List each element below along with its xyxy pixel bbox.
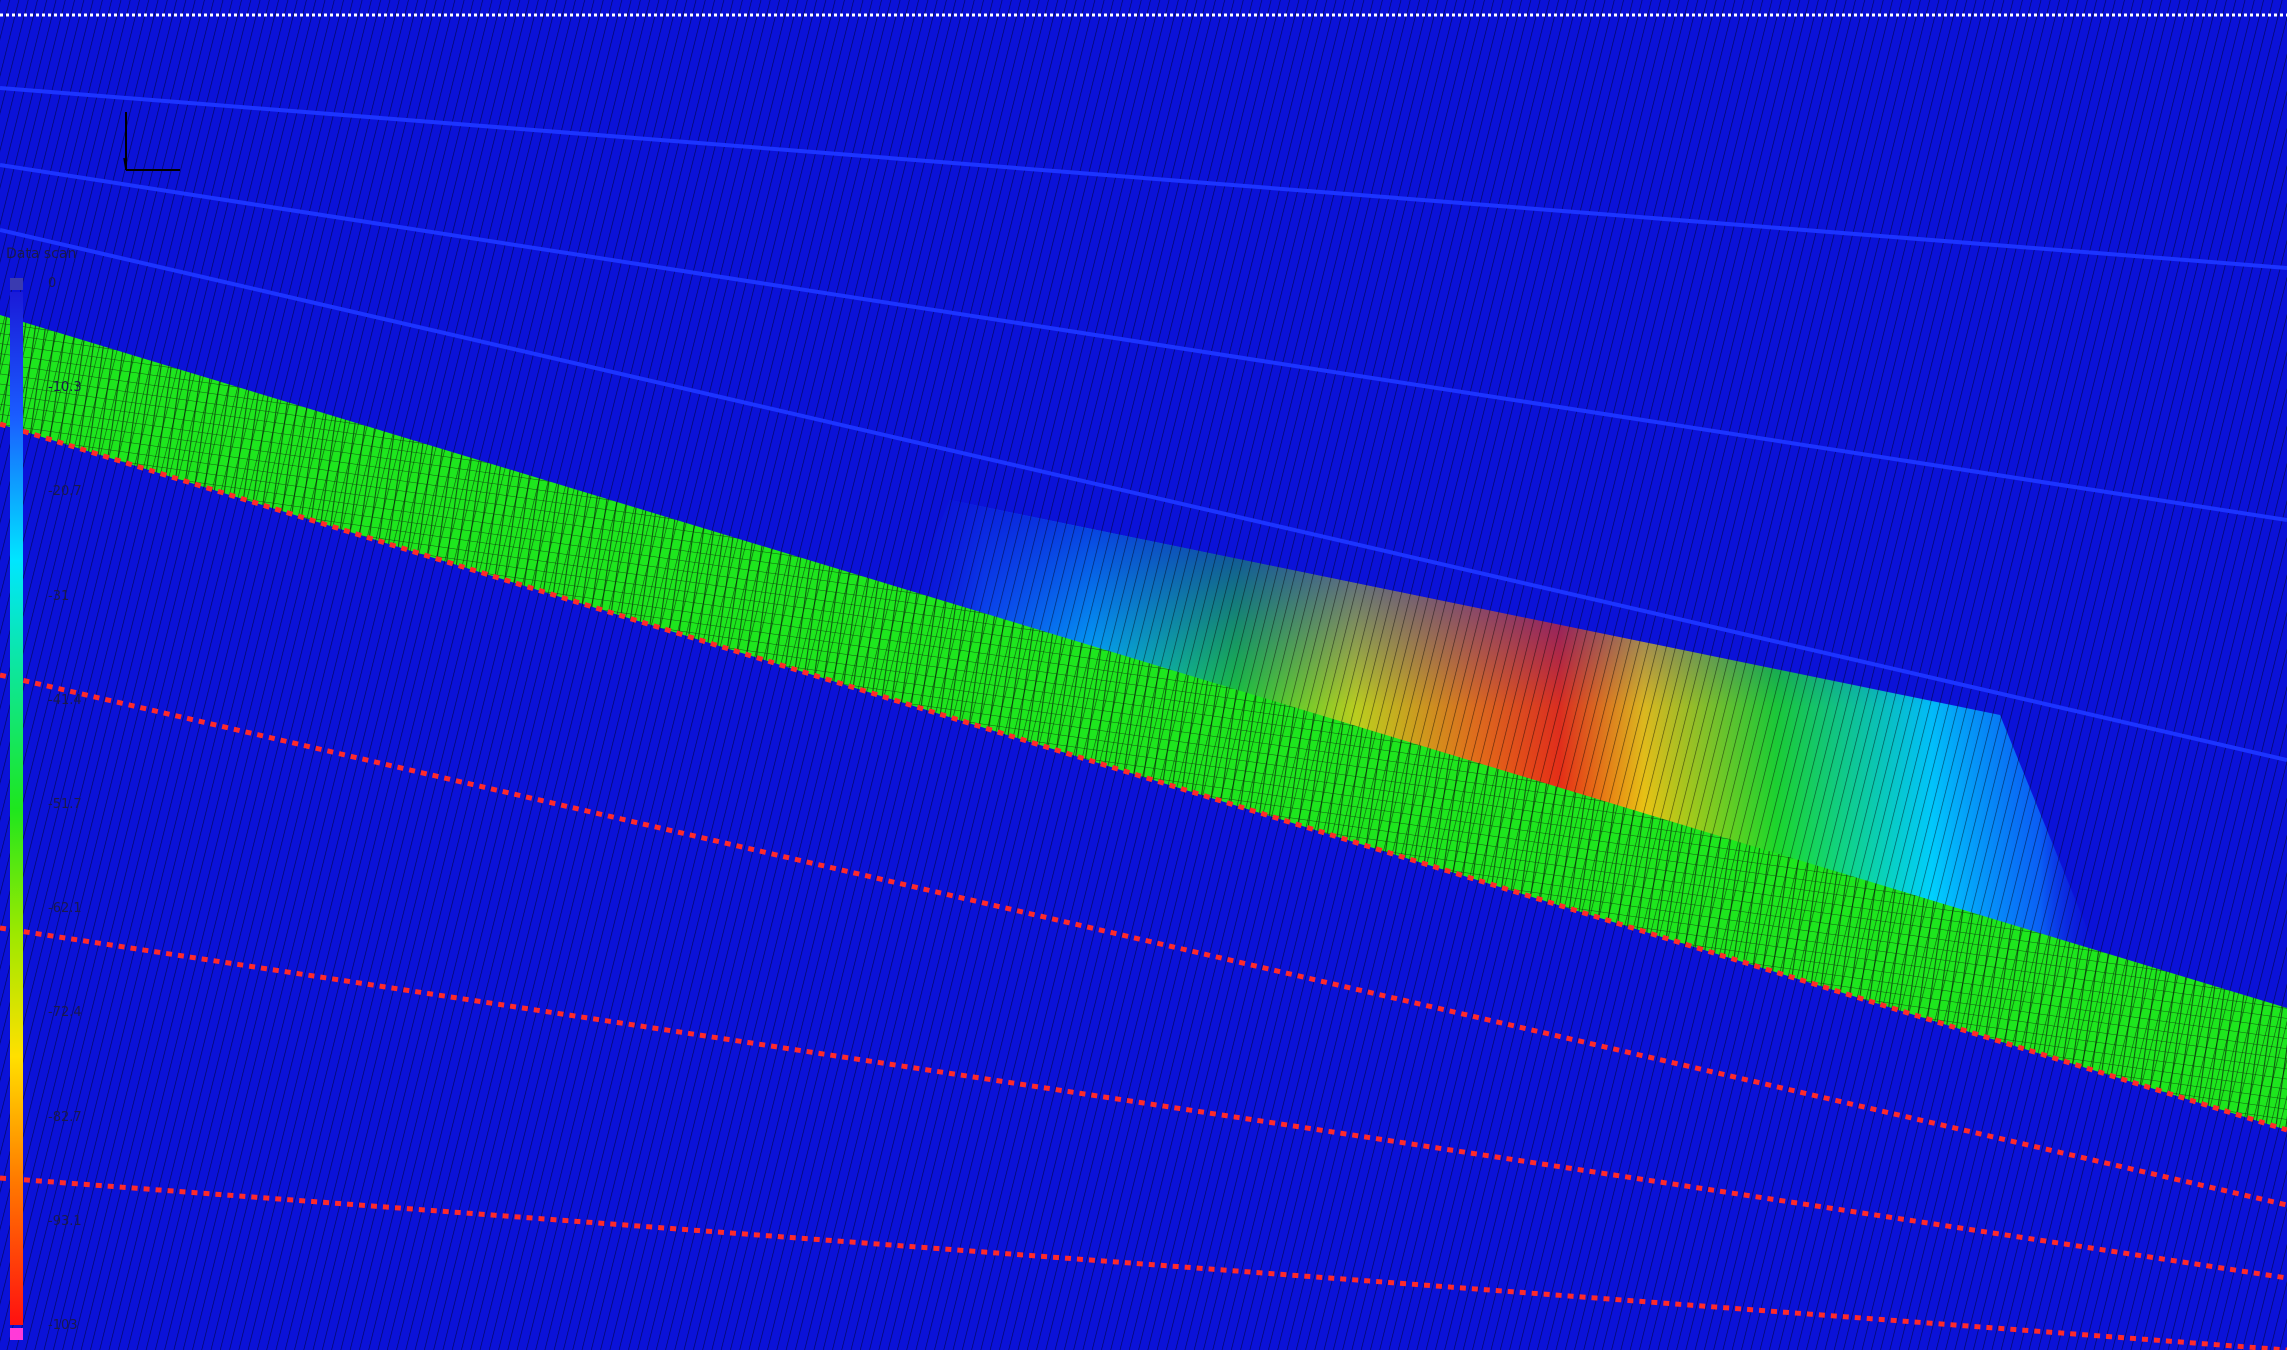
mesh-contour-line (0, 86, 2287, 270)
legend-high-marker (10, 1328, 23, 1340)
legend-gradient (10, 292, 23, 1325)
legend-tick-label: -41.4 (48, 692, 82, 708)
legend-tick-label: -10.3 (48, 380, 82, 396)
legend-tick-label: -82.7 (48, 1109, 82, 1125)
legend-tick-label: -103 (48, 1318, 78, 1333)
red-dashed-line (0, 421, 2287, 1133)
legend-low-marker (10, 278, 23, 290)
mesh-contour-line (0, 228, 2287, 762)
legend-tick-label: -93.1 (48, 1213, 82, 1229)
mesh-contour-line (0, 163, 2287, 522)
legend-tick-label: -31 (48, 588, 70, 604)
axis-triad-icon (123, 112, 180, 171)
legend-tick-label: -51.7 (48, 797, 82, 812)
red-dashed-line (0, 672, 2287, 1208)
legend-tick-label: 0 (48, 276, 57, 291)
legend-tick-label: -62.1 (48, 901, 82, 917)
legend-title: Data scan (6, 246, 77, 262)
legend-tick-label: -20.7 (48, 484, 82, 500)
red-dashed-line (0, 1175, 2287, 1350)
legend-tick-label: -72.4 (48, 1005, 82, 1021)
color-legend-bar (10, 278, 23, 1340)
red-dashed-line (0, 925, 2287, 1281)
